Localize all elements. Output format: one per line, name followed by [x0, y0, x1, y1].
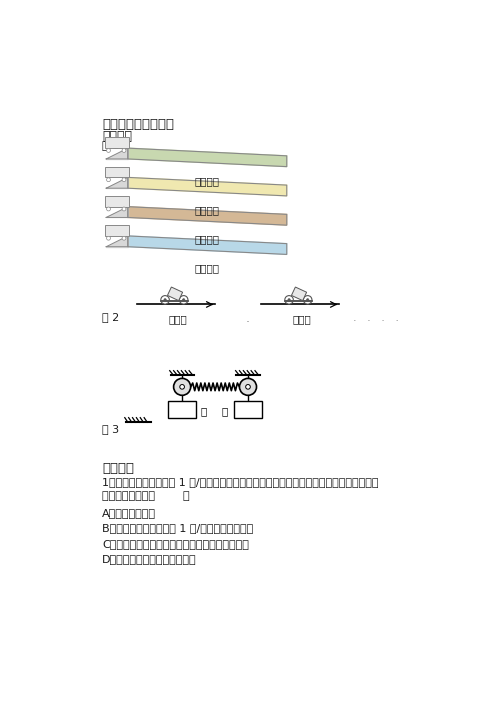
Text: 四．力与运动的关系: 四．力与运动的关系	[102, 118, 174, 131]
Text: 5N: 5N	[171, 406, 187, 416]
Polygon shape	[128, 206, 287, 225]
Polygon shape	[106, 206, 128, 218]
Circle shape	[164, 298, 166, 301]
Text: 图 1: 图 1	[102, 140, 120, 150]
Polygon shape	[128, 236, 287, 254]
Text: B．由于惯性，物体将以 1 米/秒的速度匀速上升: B．由于惯性，物体将以 1 米/秒的速度匀速上升	[102, 523, 253, 533]
Circle shape	[107, 149, 111, 152]
Circle shape	[174, 378, 190, 395]
Circle shape	[285, 296, 293, 304]
Circle shape	[107, 178, 111, 182]
Circle shape	[122, 237, 126, 240]
Circle shape	[180, 296, 188, 304]
Text: 图 3: 图 3	[102, 424, 120, 434]
Text: 图 2: 图 2	[102, 312, 120, 322]
Text: 乙: 乙	[222, 406, 228, 416]
Circle shape	[246, 385, 250, 389]
Text: 典题成形: 典题成形	[102, 461, 134, 475]
Bar	[105, 225, 129, 236]
Polygon shape	[106, 236, 128, 246]
Bar	[105, 196, 129, 206]
Text: 毛巾表面: 毛巾表面	[195, 176, 220, 186]
Bar	[168, 402, 196, 418]
Text: ·   ·   ·   ·: · · · ·	[353, 316, 399, 326]
Text: 木板表面: 木板表面	[195, 234, 220, 244]
Circle shape	[180, 385, 185, 389]
Circle shape	[307, 298, 309, 301]
Text: 3N: 3N	[243, 406, 259, 416]
Bar	[105, 166, 129, 178]
Text: D．立即下落，且速度越来越快: D．立即下落，且速度越来越快	[102, 554, 197, 564]
Text: 粗布表面: 粗布表面	[195, 205, 220, 215]
Text: 甲: 甲	[201, 406, 207, 416]
Polygon shape	[128, 178, 287, 196]
Circle shape	[122, 178, 126, 182]
Text: 〈甲〉: 〈甲〉	[169, 314, 187, 324]
Bar	[292, 287, 307, 300]
Circle shape	[183, 298, 185, 301]
Bar	[160, 300, 188, 301]
Text: 1．一氢气球系着一重物 1 米/秒的速度竖直上升，在上升过程中系物体的绳子突然断了，在: 1．一氢气球系着一重物 1 米/秒的速度竖直上升，在上升过程中系物体的绳子突然断…	[102, 477, 379, 487]
Polygon shape	[106, 178, 128, 188]
Text: 绳了断后物体将（        ）: 绳了断后物体将（ ）	[102, 491, 190, 501]
Circle shape	[161, 296, 169, 304]
Bar	[284, 300, 312, 301]
Bar	[234, 402, 262, 418]
Polygon shape	[106, 148, 128, 159]
Polygon shape	[128, 148, 287, 166]
Text: 〈乙〉: 〈乙〉	[293, 314, 311, 324]
Circle shape	[304, 296, 312, 304]
Bar	[105, 138, 129, 148]
Circle shape	[107, 207, 111, 211]
Circle shape	[288, 298, 290, 301]
Circle shape	[240, 378, 256, 395]
Circle shape	[122, 207, 126, 211]
Circle shape	[107, 237, 111, 240]
Text: 玻璃表面: 玻璃表面	[195, 264, 220, 274]
Text: C．先上升一段距离再下落，下落的速度越来越大: C．先上升一段距离再下落，下落的速度越来越大	[102, 538, 249, 548]
Text: 看图说识: 看图说识	[102, 130, 132, 143]
Bar	[168, 287, 183, 300]
Text: ·: ·	[246, 316, 250, 329]
Text: A．立即匀速下落: A．立即匀速下落	[102, 508, 156, 518]
Circle shape	[122, 149, 126, 152]
